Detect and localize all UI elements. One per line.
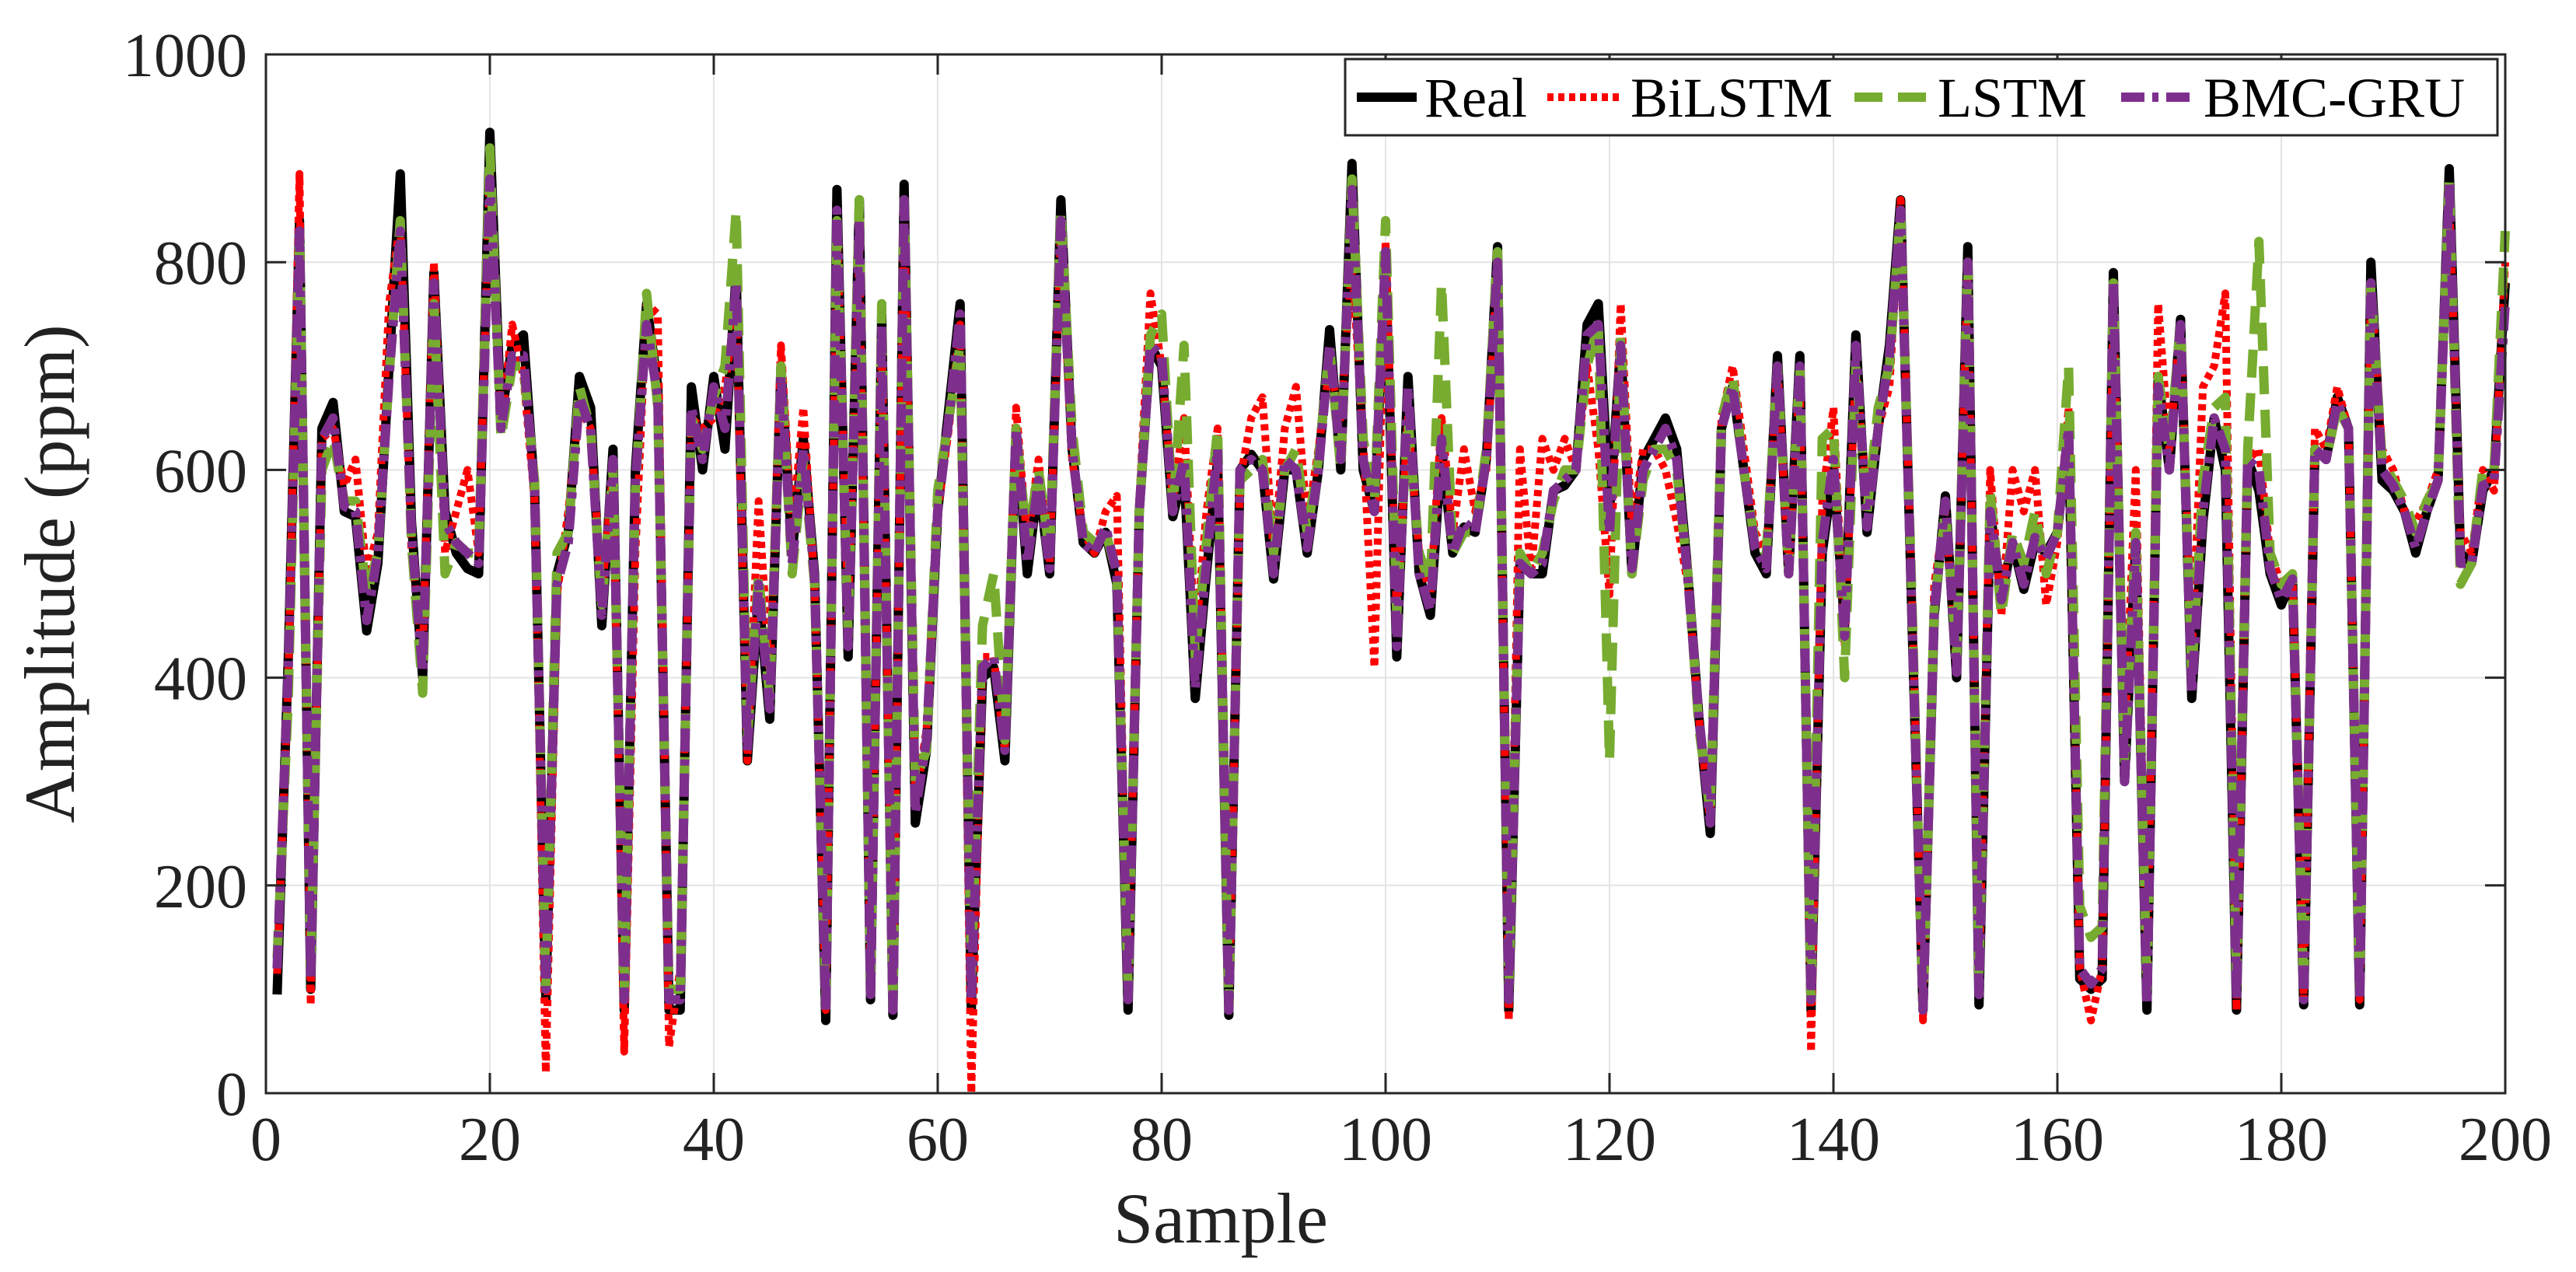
x-tick-label: 180 [2235,1106,2328,1174]
legend-label-bmc-gru: BMC-GRU [2204,67,2465,129]
y-tick-label: 200 [154,853,247,921]
y-tick-label: 0 [216,1061,247,1129]
series-lines [272,128,2510,1097]
legend: Real BiLSTM LSTM BMC-GRU [1344,58,2499,137]
y-tick-label: 800 [154,229,247,298]
x-tick-label: 120 [1563,1106,1656,1174]
ticks [264,53,2507,1095]
x-tick-label: 160 [2011,1106,2104,1174]
x-axis-title: Sample [1113,1179,1328,1258]
x-tick-label: 200 [2459,1106,2552,1174]
x-tick-label: 100 [1339,1106,1432,1174]
series-line-bmc-gru [272,174,2510,1015]
y-tick-label: 400 [154,645,247,714]
x-tick-label: 40 [683,1106,745,1174]
x-tick-label: 80 [1131,1106,1193,1174]
y-tick-label: 1000 [123,22,247,90]
x-tick-label: 60 [907,1106,969,1174]
legend-label-real: Real [1424,67,1527,129]
y-axis-title: Amplitude (ppm) [10,324,89,823]
x-tick-label: 0 [250,1106,281,1174]
x-tick-label: 20 [459,1106,521,1174]
y-tick-label: 600 [154,437,247,505]
x-tick-label: 140 [1787,1106,1880,1174]
legend-label-bilstm: BiLSTM [1631,67,1833,129]
legend-label-lstm: LSTM [1938,67,2087,129]
tick-labels: 0 20 40 60 80 100 120 140 160 180 200 0 200 400 600 800… [123,22,2552,1174]
